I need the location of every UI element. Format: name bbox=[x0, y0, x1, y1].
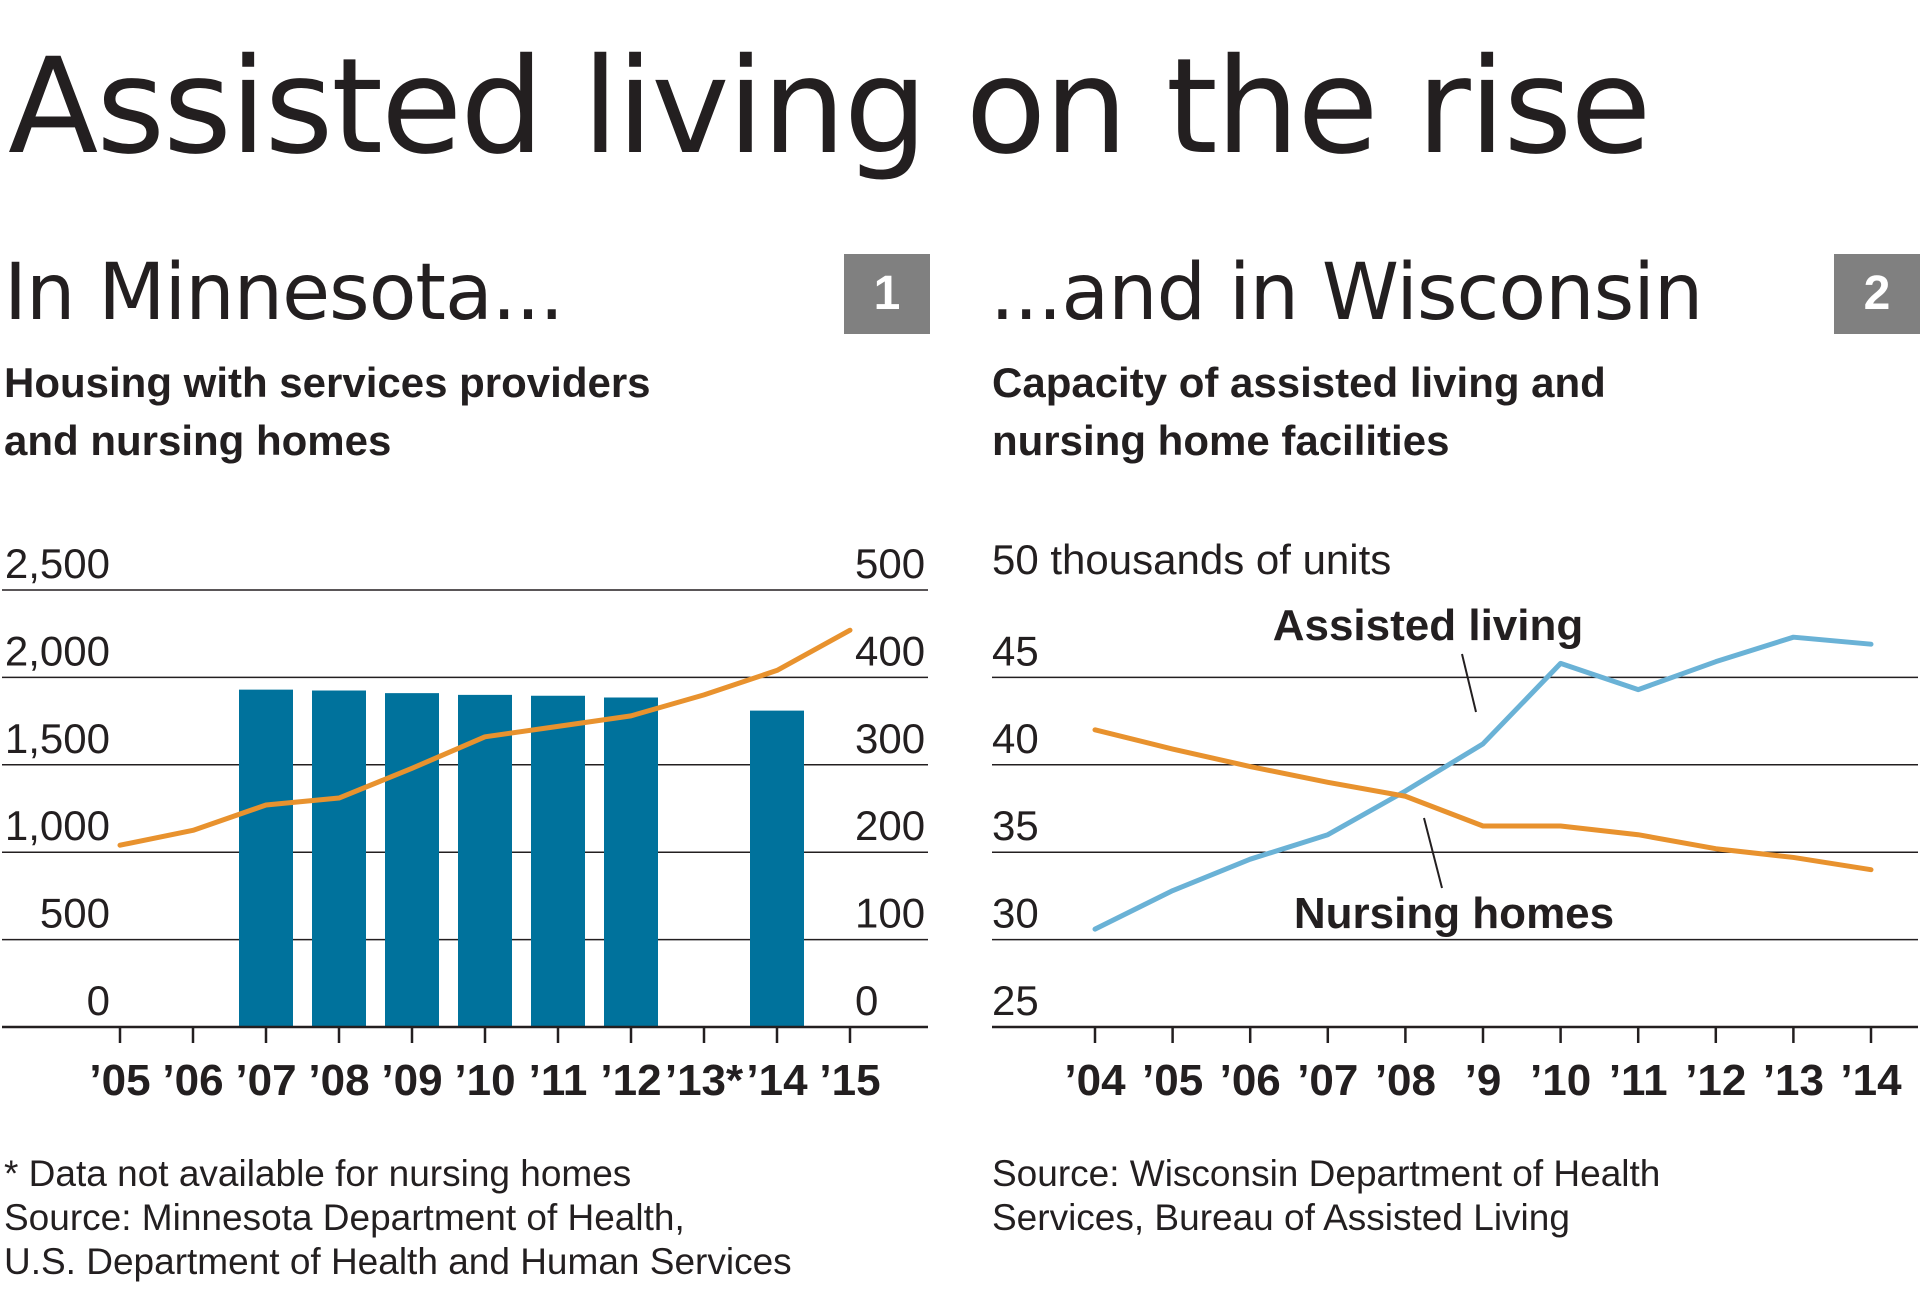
x-axis-tick-label: ’12 bbox=[1685, 1056, 1746, 1105]
x-axis-tick-label: ’05 bbox=[1142, 1056, 1203, 1105]
housing-with-services-line bbox=[117, 627, 853, 848]
x-axis-tick-label: ’14 bbox=[1840, 1056, 1902, 1105]
right-axis-tick-label: 0 bbox=[855, 977, 878, 1024]
source-line: Services, Bureau of Assisted Living bbox=[992, 1197, 1570, 1238]
panel-1-subtitle: Housing with services providers and nurs… bbox=[4, 354, 784, 470]
x-axis-tick-label: ’04 bbox=[1064, 1056, 1126, 1105]
panel-2-subtitle: Capacity of assisted living and nursing … bbox=[992, 354, 1772, 470]
panel-2-badge: 2 bbox=[1834, 254, 1920, 334]
x-axis-tick-label: ’08 bbox=[308, 1056, 369, 1105]
source-line: Source: Minnesota Department of Health, bbox=[4, 1197, 685, 1238]
assisted-living-label: Assisted living bbox=[1273, 601, 1584, 650]
panel-1-subtitle-line: Housing with services providers bbox=[4, 359, 651, 406]
panel-2-heading: ...and in Wisconsin bbox=[990, 248, 1703, 338]
panel-2-notes: Source: Wisconsin Department of Health S… bbox=[992, 1152, 1892, 1240]
panel-2-subtitle-line: nursing home facilities bbox=[992, 417, 1450, 464]
page-title: Assisted living on the rise bbox=[8, 30, 1651, 184]
x-axis-tick-label: ’07 bbox=[1297, 1056, 1358, 1105]
assisted-living-leader bbox=[1461, 653, 1477, 713]
nursing-homes-bar bbox=[750, 710, 804, 1027]
x-axis-tick-label: ’15 bbox=[819, 1056, 880, 1105]
right-axis-tick-label: 100 bbox=[855, 890, 925, 937]
left-axis-tick-label: 2,000 bbox=[5, 627, 110, 674]
right-axis-tick-label: 200 bbox=[855, 802, 925, 849]
x-axis-tick-label: ’14 bbox=[746, 1056, 808, 1105]
right-axis-tick-label: 400 bbox=[855, 627, 925, 674]
panel-1-notes: * Data not available for nursing homes S… bbox=[4, 1152, 904, 1284]
nursing-homes-bar bbox=[458, 694, 512, 1027]
nursing-homes-leader bbox=[1423, 817, 1443, 889]
x-axis-tick-label: ’10 bbox=[1530, 1056, 1591, 1105]
nursing-homes-bar bbox=[312, 690, 366, 1027]
left-axis-tick-label: 1,000 bbox=[5, 802, 110, 849]
x-axis-tick-label: ’9 bbox=[1465, 1056, 1502, 1105]
source-line: U.S. Department of Health and Human Serv… bbox=[4, 1241, 792, 1282]
nursing-homes-bar bbox=[239, 689, 293, 1027]
nursing-homes-bar bbox=[531, 695, 585, 1027]
x-axis-tick-label: ’07 bbox=[235, 1056, 296, 1105]
left-axis-tick-label: 1,500 bbox=[5, 715, 110, 762]
y-axis-top-label: 50 thousands of units bbox=[992, 536, 1391, 583]
panel-1-heading: In Minnesota... bbox=[4, 248, 564, 338]
y-axis-tick-label: 40 bbox=[992, 715, 1039, 762]
x-axis-tick-label: ’12 bbox=[600, 1056, 661, 1105]
x-axis-tick-label: ’10 bbox=[454, 1056, 515, 1105]
y-axis-tick-label: 30 bbox=[992, 890, 1039, 937]
x-axis-tick-label: ’11 bbox=[529, 1056, 588, 1105]
panel-2-subtitle-line: Capacity of assisted living and bbox=[992, 359, 1606, 406]
source-line: Source: Wisconsin Department of Health bbox=[992, 1153, 1661, 1194]
y-axis-tick-label: 45 bbox=[992, 627, 1039, 674]
left-axis-tick-label: 500 bbox=[40, 890, 110, 937]
panel-1-subtitle-line: and nursing homes bbox=[4, 417, 392, 464]
nursing-homes-label: Nursing homes bbox=[1294, 889, 1614, 938]
nursing-homes-bar bbox=[604, 697, 658, 1027]
footnote: * Data not available for nursing homes bbox=[4, 1153, 632, 1194]
left-axis-tick-label: 0 bbox=[87, 977, 110, 1024]
y-axis-tick-label: 35 bbox=[992, 802, 1039, 849]
x-axis-tick-label: ’11 bbox=[1609, 1056, 1668, 1105]
panel-1-badge: 1 bbox=[844, 254, 930, 334]
nursing-homes-bar bbox=[385, 693, 439, 1027]
x-axis-tick-label: ’09 bbox=[381, 1056, 442, 1105]
x-axis-tick-label: ’08 bbox=[1375, 1056, 1436, 1105]
x-axis-tick-label: ’06 bbox=[162, 1056, 223, 1105]
assisted-living-line bbox=[1092, 634, 1874, 932]
right-axis-tick-label: 300 bbox=[855, 715, 925, 762]
x-axis-tick-label: ’13* bbox=[665, 1056, 744, 1105]
x-axis-tick-label: ’13 bbox=[1763, 1056, 1824, 1105]
x-axis-tick-label: ’05 bbox=[89, 1056, 150, 1105]
y-axis-tick-label: 25 bbox=[992, 977, 1039, 1024]
left-axis-tick-label: 2,500 bbox=[5, 540, 110, 587]
nursing-homes-line bbox=[1092, 727, 1874, 873]
x-axis-tick-label: ’06 bbox=[1220, 1056, 1281, 1105]
right-axis-tick-label: 500 bbox=[855, 540, 925, 587]
